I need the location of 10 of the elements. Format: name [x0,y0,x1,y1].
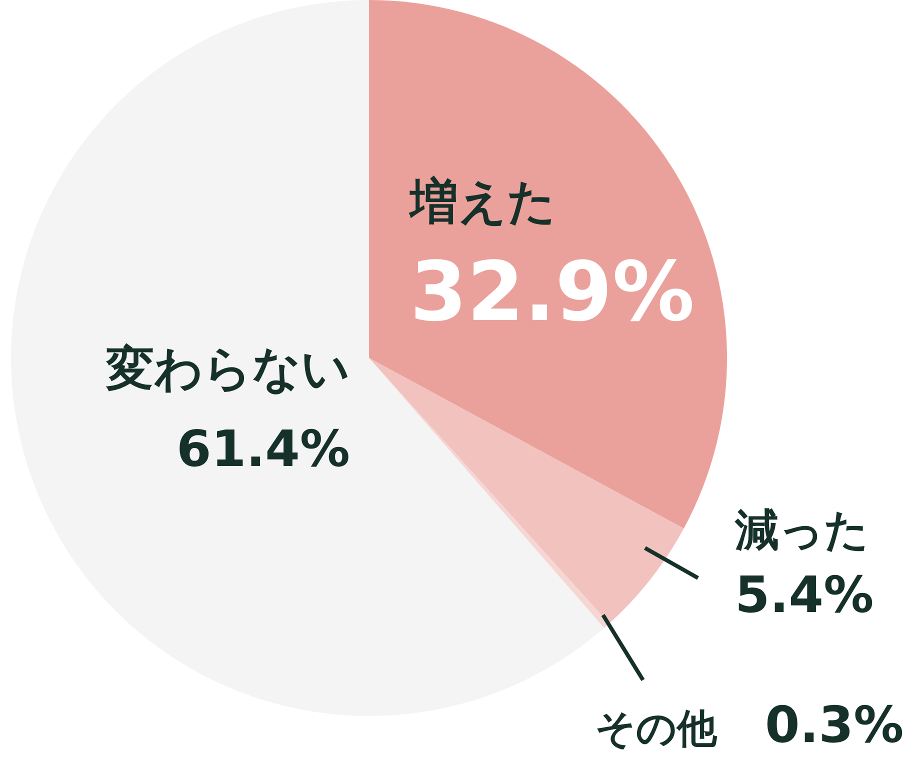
pie-slice [369,358,684,624]
pie-slice [369,0,727,528]
slice-label: その他 [595,706,718,752]
data-label: 0.3% [765,696,904,754]
data-label: 32.9% [410,245,694,340]
data-label: 61.4% [176,420,350,478]
slice-label: 減った [734,505,869,556]
slice-label: 増えた [408,174,556,230]
data-label: 5.4% [735,566,874,624]
slice-label: 変わらない [105,341,350,397]
